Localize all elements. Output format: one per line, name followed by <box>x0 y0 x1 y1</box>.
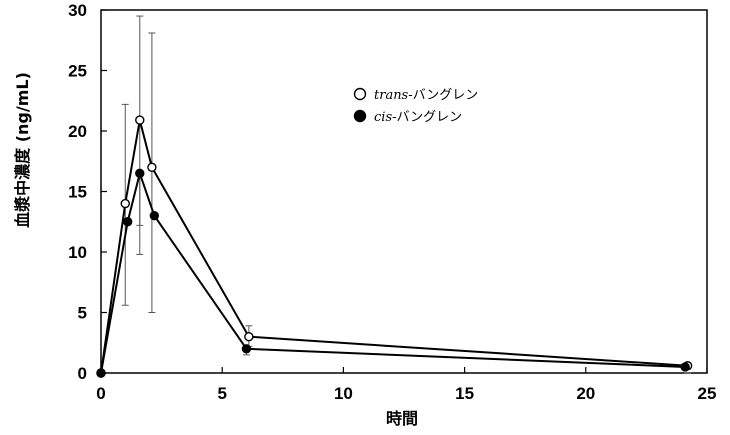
data-point-trans <box>120 198 130 209</box>
error-bars <box>121 15 692 374</box>
y-tick-label: 30 <box>68 1 87 20</box>
x-tick-label: 15 <box>455 384 474 403</box>
x-tick-label: 5 <box>217 384 226 403</box>
series-line-cis <box>100 169 686 374</box>
data-point-trans <box>244 332 254 342</box>
y-axis-ticks: 0 5 10 15 20 25 30 <box>68 1 107 383</box>
legend: trans-バングレン cis-バングレン <box>353 87 478 125</box>
series-lines <box>100 119 688 374</box>
legend-marker-trans <box>353 87 367 101</box>
x-tick-label: 10 <box>334 384 353 403</box>
data-point-trans <box>147 162 157 173</box>
x-tick-label: 20 <box>576 384 595 403</box>
y-tick-label: 10 <box>68 243 87 262</box>
y-tick-label: 15 <box>68 183 87 202</box>
plot-frame <box>100 9 708 374</box>
x-tick-label: 25 <box>698 384 717 403</box>
data-point-cis <box>122 217 133 227</box>
legend-label-trans-rest: -バングレン <box>408 88 478 103</box>
y-tick-label: 20 <box>68 122 87 141</box>
legend-label-cis-italic: cis <box>374 110 392 125</box>
legend-label-cis: cis-バングレン <box>374 110 462 125</box>
series-markers <box>96 115 693 378</box>
x-axis-ticks: 0 5 10 15 20 25 <box>96 367 716 403</box>
data-point-cis <box>241 344 252 354</box>
y-tick-label: 0 <box>78 364 87 383</box>
series-line-trans <box>100 119 688 374</box>
y-axis-title: 血漿中濃度 (ng/mL) <box>13 72 32 228</box>
y-tick-label: 25 <box>68 62 87 81</box>
legend-label-cis-rest: -バングレン <box>392 110 462 125</box>
data-point-trans <box>135 115 145 125</box>
data-point-cis <box>135 168 145 179</box>
legend-label-trans-italic: trans <box>374 88 409 103</box>
x-tick-label: 0 <box>96 384 105 403</box>
plot-border <box>100 9 708 374</box>
data-point-cis <box>149 210 160 221</box>
y-tick-label: 5 <box>78 304 87 323</box>
legend-label-trans: trans-バングレン <box>374 88 478 103</box>
data-point-cis <box>680 362 690 372</box>
legend-marker-cis <box>353 109 367 123</box>
x-axis-title: 時間 <box>386 409 418 428</box>
